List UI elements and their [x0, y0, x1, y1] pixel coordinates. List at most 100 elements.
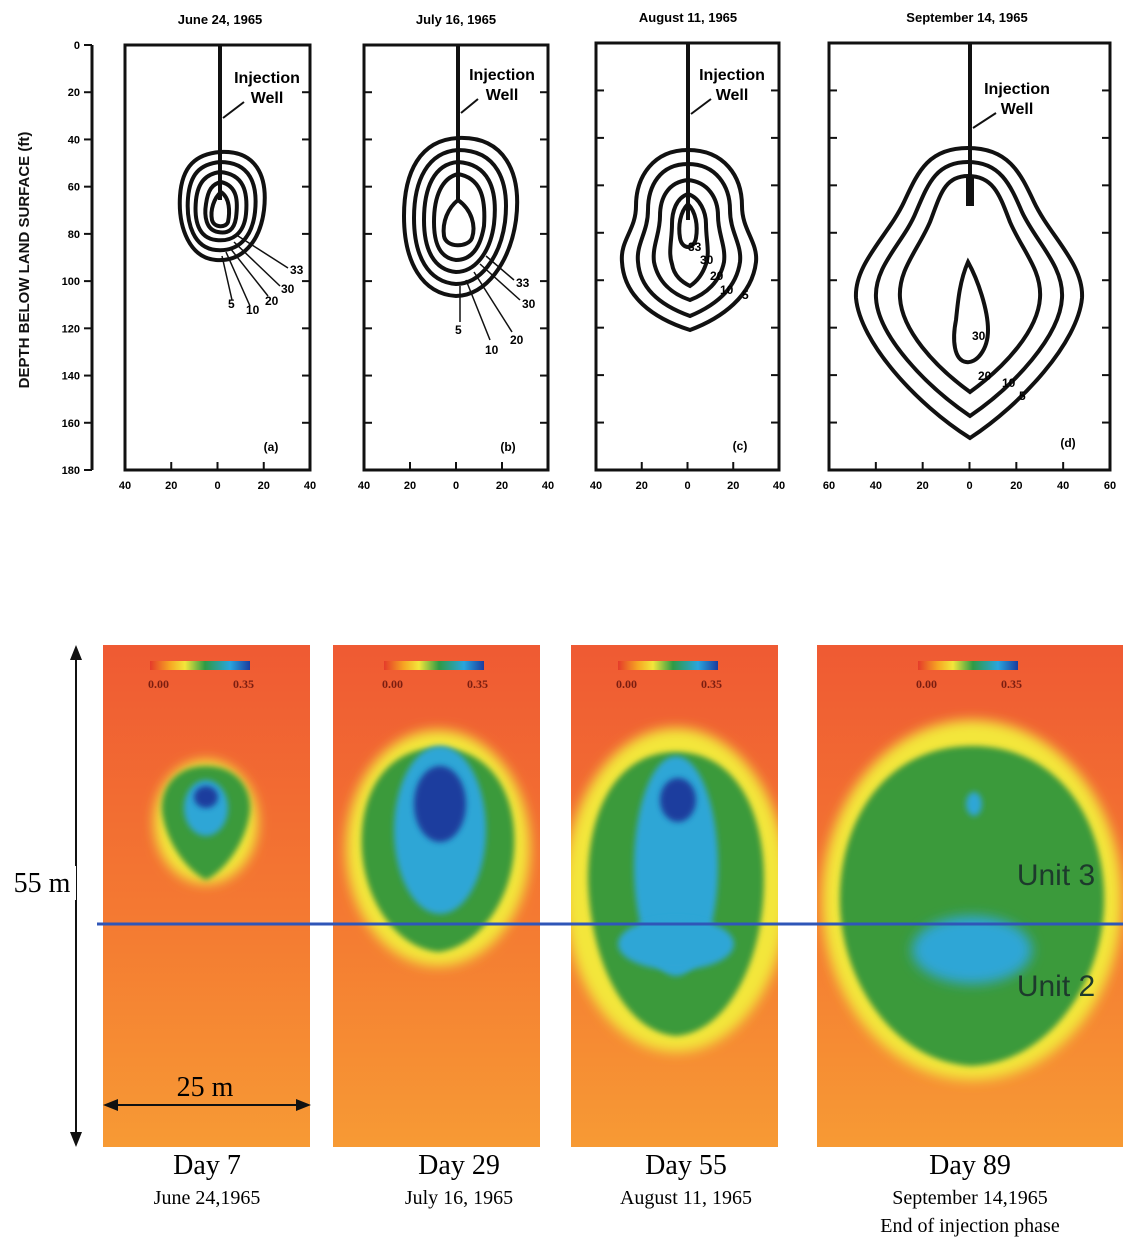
panel-tag: (a) [264, 440, 279, 454]
y-tick-label: 20 [68, 87, 80, 99]
x-tick-label: 60 [1104, 480, 1116, 492]
width-label: 25 m [177, 1072, 234, 1103]
colorbar [918, 661, 1018, 670]
y-axis-label: DEPTH BELOW LAND SURFACE (ft) [16, 132, 33, 389]
date-label: June 24,1965 [154, 1187, 261, 1209]
contour-label: 10 [1002, 376, 1016, 390]
contour-panel-c: August 11, 1965 Injection Well 33 30 20 … [594, 10, 781, 472]
y-tick-label: 60 [68, 182, 80, 194]
colorbar-min-label: 0.00 [916, 677, 937, 691]
x-tick-label: 40 [870, 480, 882, 492]
contour-label: 5 [455, 323, 462, 337]
contour-leaders [221, 235, 289, 307]
y-tick-label: 80 [68, 229, 80, 241]
day-label: Day 55 [645, 1150, 727, 1181]
well-label-line2: Well [251, 90, 284, 107]
day-label: Day 7 [173, 1150, 241, 1181]
well-pointer [222, 101, 245, 119]
panel-tag: (b) [500, 440, 515, 454]
width-scale: 25 m [103, 1072, 311, 1111]
colorbar-max-label: 0.35 [1001, 677, 1022, 691]
contour-panel-a: June 24, 1965 Injection Well 33 30 20 10… [123, 12, 312, 472]
contour-lines [853, 145, 1085, 441]
y-axis-ticks: 0 20 40 60 80 100 120 140 160 180 [62, 40, 94, 477]
y-tick-label: 40 [68, 134, 80, 146]
panel-tag: (c) [733, 439, 748, 453]
arrow-right-icon [296, 1099, 311, 1111]
x-tick-label: 20 [1010, 480, 1022, 492]
x-tick-label: 20 [636, 480, 648, 492]
panel-title: September 14, 1965 [906, 10, 1027, 25]
contour-label: 10 [720, 283, 734, 297]
contour-label: 30 [972, 329, 986, 343]
x-tick-label: 40 [590, 480, 602, 492]
day-label: Day 29 [418, 1150, 500, 1181]
well-pointer [972, 112, 997, 129]
contour-label: 20 [510, 333, 524, 347]
colorbar-max-label: 0.35 [233, 677, 254, 691]
contour-panel-b: July 16, 1965 Injection Well 33 30 20 10… [362, 12, 550, 472]
well-label-line1: Injection [234, 70, 300, 87]
colorbars: 0.00 0.35 0.00 0.35 0.00 0.35 0.00 0.35 [148, 661, 1022, 691]
x-tick-label: 40 [304, 480, 316, 492]
well-pointer [690, 98, 712, 115]
x-tick-label: 40 [542, 480, 554, 492]
colorbar-min-label: 0.00 [382, 677, 403, 691]
x-tick-label: 20 [258, 480, 270, 492]
x-tick-label: 20 [917, 480, 929, 492]
height-label: 55 m [14, 868, 71, 899]
day-label: Day 89 [929, 1150, 1011, 1181]
simulation-panel-4: Unit 3 Unit 2 [817, 645, 1123, 1147]
contour-label: 20 [978, 369, 992, 383]
y-tick-label: 120 [62, 323, 80, 335]
contour-panel-d: September 14, 1965 Injection Well 30 20 … [827, 10, 1112, 472]
contour-label: 30 [281, 282, 295, 296]
well-label-line2: Well [486, 87, 519, 104]
x-tick-label: 40 [358, 480, 370, 492]
plume-peak [414, 766, 466, 842]
plume-peak [966, 792, 982, 816]
y-tick-label: 180 [62, 465, 80, 477]
x-tick-label: 20 [165, 480, 177, 492]
height-scale: 55 m [10, 645, 82, 1147]
simulation-panel-2 [333, 645, 540, 1147]
plume-core [912, 916, 1032, 984]
colorbar-max-label: 0.35 [467, 677, 488, 691]
colorbar-max-label: 0.35 [701, 677, 722, 691]
x-tick-label: 0 [966, 480, 972, 492]
x-tick-label: 20 [727, 480, 739, 492]
arrow-down-icon [70, 1132, 82, 1147]
contour-label: 10 [485, 343, 499, 357]
x-tick-label: 60 [823, 480, 835, 492]
x-tick-label: 40 [773, 480, 785, 492]
simulation-panel-3 [571, 645, 778, 1147]
x-axis-ticks: 40 20 0 20 40 40 20 0 20 40 40 20 0 20 40 60 40 20 0 20 40 60 [119, 89, 1116, 492]
contour-label: 20 [265, 294, 279, 308]
plume-peak [194, 786, 218, 808]
arrow-up-icon [70, 645, 82, 660]
colorbar [618, 661, 718, 670]
x-tick-label: 40 [119, 480, 131, 492]
contour-label: 5 [742, 288, 749, 302]
colorbar [150, 661, 250, 670]
x-tick-label: 0 [684, 480, 690, 492]
x-tick-label: 0 [214, 480, 220, 492]
well-label-line1: Injection [984, 81, 1050, 98]
plume-peak [660, 778, 696, 822]
y-tick-label: 160 [62, 418, 80, 430]
y-tick-label: 0 [74, 40, 80, 52]
contour-label: 33 [516, 276, 530, 290]
contour-label: 30 [700, 253, 714, 267]
colorbar-min-label: 0.00 [616, 677, 637, 691]
contour-leaders [459, 255, 521, 341]
well-label-line2: Well [1001, 101, 1034, 118]
x-tick-label: 40 [1057, 480, 1069, 492]
contour-label: 20 [710, 269, 724, 283]
x-tick-label: 20 [496, 480, 508, 492]
panel-frame [123, 43, 312, 472]
well-label-line2: Well [716, 87, 749, 104]
contour-label: 5 [1019, 389, 1026, 403]
colorbar-min-label: 0.00 [148, 677, 169, 691]
simulation-panel-1 [103, 645, 310, 1147]
